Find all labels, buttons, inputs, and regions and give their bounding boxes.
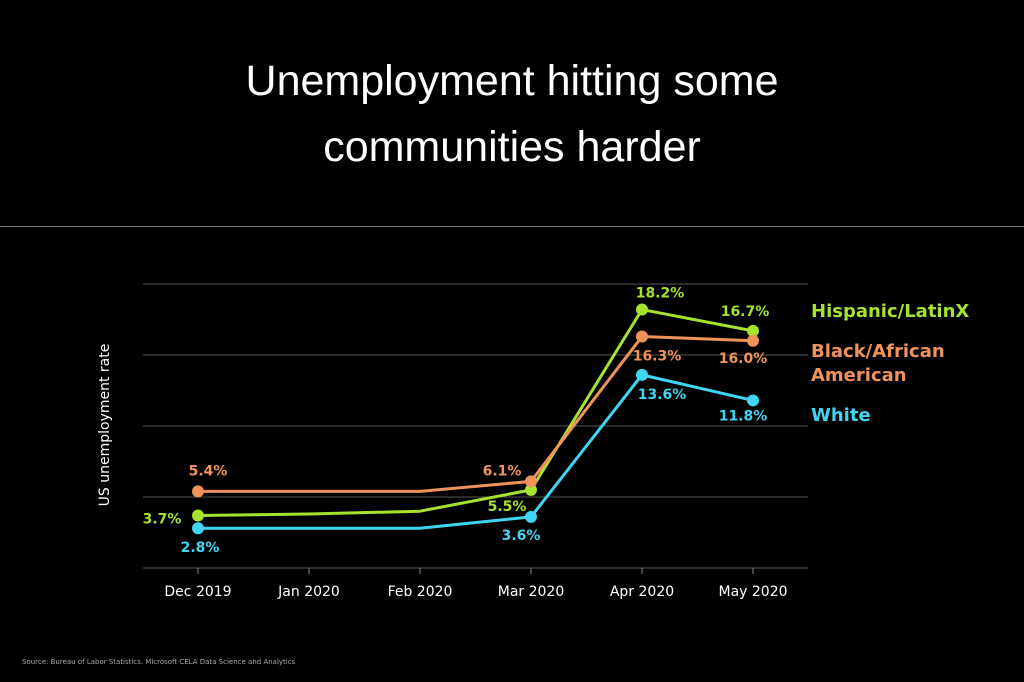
- data-point: [525, 483, 537, 496]
- data-point: [192, 485, 204, 498]
- x-tick-label: Apr 2020: [610, 584, 674, 600]
- data-label: 16.3%: [633, 349, 682, 365]
- divider: [0, 226, 1024, 227]
- data-label: 11.8%: [719, 408, 768, 424]
- data-label: 5.5%: [488, 499, 527, 515]
- series-line: [198, 373, 754, 530]
- data-point: [747, 324, 759, 337]
- y-axis-label: US unemployment rate: [97, 344, 113, 507]
- data-point: [192, 522, 204, 535]
- data-label: 3.7%: [143, 511, 182, 527]
- data-label: 16.0%: [719, 351, 768, 367]
- data-label: 13.6%: [638, 387, 687, 403]
- chart-title: Unemployment hitting some communities ha…: [245, 57, 779, 171]
- series-line: [197, 308, 754, 517]
- data-point: [636, 368, 648, 381]
- legend-entry: Black/African American: [811, 341, 945, 386]
- data-point: [192, 509, 204, 522]
- legend: Hispanic/LatinX Black/African American Whi…: [811, 300, 971, 444]
- data-label: 5.4%: [189, 463, 228, 479]
- data-label: 6.1%: [483, 463, 522, 479]
- legend-entry: White: [811, 405, 871, 426]
- data-point: [636, 303, 648, 316]
- data-label: 3.6%: [502, 528, 541, 544]
- data-point: [525, 475, 537, 488]
- data-label: 16.7%: [721, 304, 770, 320]
- x-tick-label: Mar 2020: [498, 584, 565, 600]
- x-tick-label: May 2020: [718, 584, 787, 600]
- legend-entry: Hispanic/LatinX: [811, 301, 970, 322]
- x-tick-label: Jan 2020: [277, 584, 340, 600]
- data-point: [636, 330, 648, 343]
- data-label: 18.2%: [636, 286, 685, 302]
- data-point: [747, 394, 759, 407]
- x-tick-label: Feb 2020: [388, 584, 453, 600]
- x-tick-label: Dec 2019: [164, 584, 231, 600]
- data-label: 2.8%: [181, 540, 220, 556]
- series-line: [198, 335, 754, 493]
- data-point: [525, 510, 537, 523]
- data-point: [747, 334, 759, 347]
- source-note: Source: Bureau of Labor Statistics. Micr…: [22, 658, 296, 666]
